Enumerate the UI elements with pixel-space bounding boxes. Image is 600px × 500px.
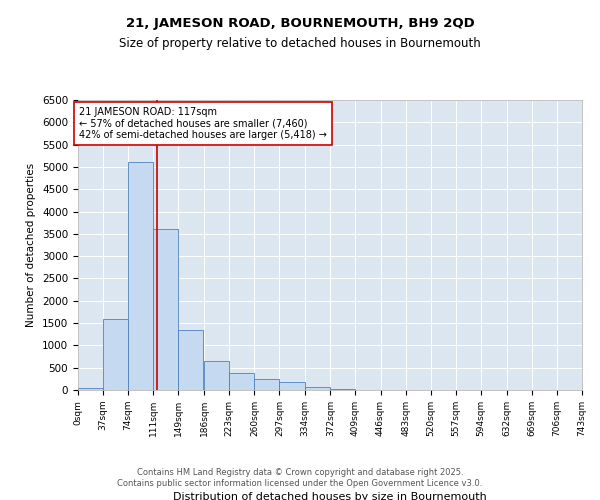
Bar [153,230,178,390]
Y-axis label: Number of detached properties: Number of detached properties [26,163,37,327]
Bar [280,382,305,390]
Text: Contains HM Land Registry data © Crown copyright and database right 2025.
Contai: Contains HM Land Registry data © Crown c… [118,468,482,487]
Bar [103,318,128,390]
Bar [128,162,153,390]
Text: 21, JAMESON ROAD, BOURNEMOUTH, BH9 2QD: 21, JAMESON ROAD, BOURNEMOUTH, BH9 2QD [125,18,475,30]
Bar [331,389,355,390]
Bar [178,330,203,390]
Text: Size of property relative to detached houses in Bournemouth: Size of property relative to detached ho… [119,38,481,51]
Bar [204,362,229,390]
Bar [305,387,329,390]
Bar [229,372,254,390]
X-axis label: Distribution of detached houses by size in Bournemouth: Distribution of detached houses by size … [173,492,487,500]
Bar [78,388,103,390]
Text: 21 JAMESON ROAD: 117sqm
← 57% of detached houses are smaller (7,460)
42% of semi: 21 JAMESON ROAD: 117sqm ← 57% of detache… [79,106,327,140]
Bar [254,379,280,390]
